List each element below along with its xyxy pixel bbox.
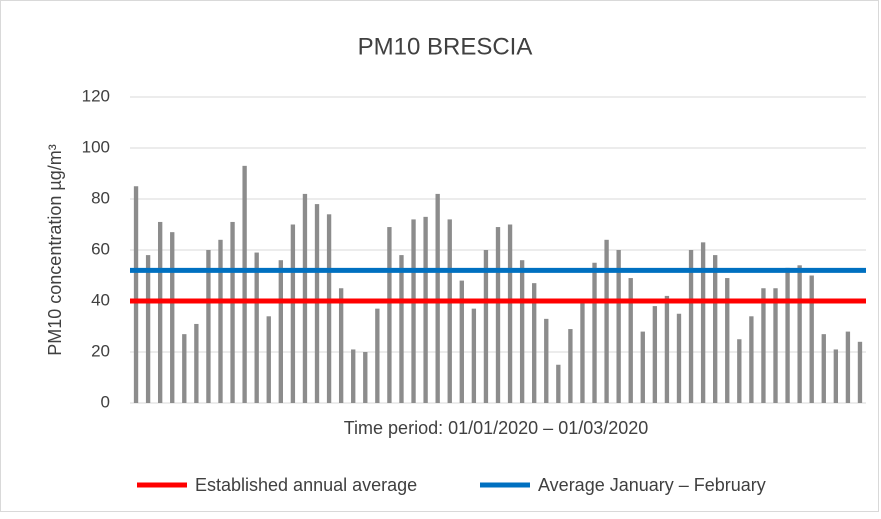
bar	[133, 186, 139, 403]
bar	[700, 242, 706, 403]
bar	[737, 339, 742, 403]
bar	[725, 278, 730, 403]
bar	[170, 232, 175, 403]
bar	[435, 193, 440, 403]
bar	[266, 316, 271, 403]
bar	[387, 227, 392, 403]
legend-label: Average January – February	[538, 475, 766, 495]
y-tick-label: 100	[82, 137, 110, 156]
bar	[688, 250, 694, 403]
bar	[761, 288, 766, 403]
y-tick-label: 0	[101, 392, 110, 411]
bar	[242, 165, 247, 403]
bar	[821, 334, 826, 403]
bar	[206, 250, 211, 403]
bar	[568, 329, 573, 403]
bar	[544, 318, 549, 403]
y-tick-label: 120	[82, 86, 110, 105]
bar	[254, 252, 259, 403]
x-axis-label: Time period: 01/01/2020 – 01/03/2020	[344, 418, 649, 438]
bar	[314, 204, 320, 403]
bar	[580, 301, 585, 403]
bar	[278, 260, 283, 403]
bar	[616, 250, 621, 403]
bar	[713, 255, 718, 403]
bar	[290, 224, 296, 403]
y-tick-label: 20	[91, 341, 110, 360]
bar	[592, 262, 597, 403]
bar	[749, 316, 754, 403]
bar	[447, 219, 452, 403]
bar	[326, 214, 332, 403]
bar	[556, 364, 561, 403]
bar	[604, 239, 609, 403]
y-tick-label: 80	[91, 188, 110, 207]
bar	[495, 227, 501, 403]
bar	[833, 349, 839, 403]
bar	[797, 265, 802, 403]
bar	[218, 239, 223, 403]
bar	[302, 193, 308, 403]
bar	[459, 280, 464, 403]
bar	[145, 255, 151, 403]
bar	[338, 288, 344, 403]
bar	[471, 308, 477, 403]
bar	[351, 349, 356, 403]
bar	[857, 341, 863, 403]
bar	[785, 267, 790, 403]
bar	[845, 331, 851, 403]
bar	[652, 306, 658, 403]
bar	[507, 224, 513, 403]
bar	[640, 331, 645, 403]
y-axis-label: PM10 concentration µg/m³	[45, 144, 65, 355]
bar	[519, 260, 525, 403]
bar	[532, 283, 537, 403]
bar	[483, 250, 489, 403]
bar	[194, 323, 199, 403]
bar	[773, 288, 778, 403]
bar	[363, 352, 368, 403]
bar	[399, 255, 404, 403]
bar	[230, 221, 235, 403]
bar	[676, 313, 682, 403]
legend-label: Established annual average	[195, 475, 417, 495]
bar	[628, 278, 633, 403]
bar	[423, 216, 428, 403]
bar	[809, 275, 814, 403]
bar	[375, 308, 380, 403]
y-tick-label: 60	[91, 239, 110, 258]
bar	[182, 334, 187, 403]
bar	[664, 295, 670, 403]
chart-title: PM10 BRESCIA	[358, 33, 533, 60]
y-tick-label: 40	[91, 290, 110, 309]
bar	[157, 221, 163, 403]
bar	[411, 219, 416, 403]
